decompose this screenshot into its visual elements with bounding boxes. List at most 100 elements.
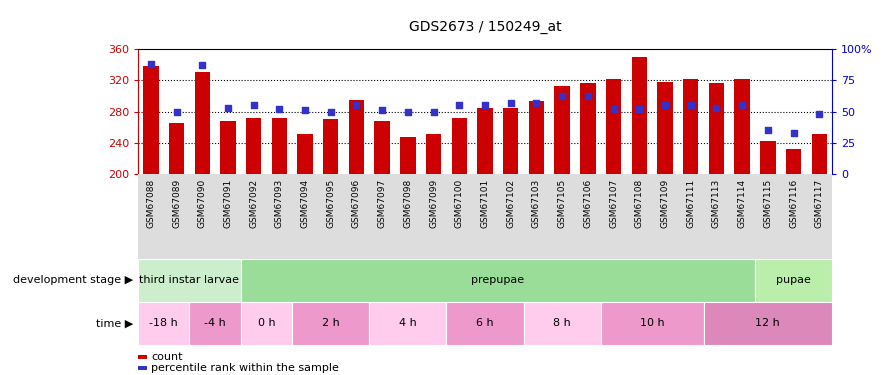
Point: [504, 100, 518, 106]
Bar: [658, 82, 673, 174]
Bar: [606, 79, 621, 174]
Bar: [138, 259, 241, 302]
Point: [169, 109, 183, 115]
Bar: [169, 123, 184, 174]
Bar: [529, 101, 544, 174]
Text: GSM67113: GSM67113: [712, 178, 721, 228]
Point: [684, 102, 698, 108]
Text: GSM67117: GSM67117: [814, 178, 824, 228]
Bar: [704, 302, 832, 345]
Text: -18 h: -18 h: [150, 318, 178, 328]
Text: GSM67096: GSM67096: [352, 178, 361, 228]
Text: percentile rank within the sample: percentile rank within the sample: [151, 363, 339, 373]
Bar: [760, 141, 775, 174]
Text: GSM67103: GSM67103: [532, 178, 541, 228]
Point: [143, 61, 158, 67]
Bar: [297, 134, 312, 174]
Text: GSM67109: GSM67109: [660, 178, 669, 228]
Bar: [786, 149, 801, 174]
Point: [195, 62, 209, 68]
Text: GSM67108: GSM67108: [635, 178, 643, 228]
Text: GSM67116: GSM67116: [789, 178, 798, 228]
Point: [709, 105, 724, 111]
Point: [400, 109, 415, 115]
Text: GSM67094: GSM67094: [301, 178, 310, 228]
Point: [478, 102, 492, 108]
Text: GSM67092: GSM67092: [249, 178, 258, 228]
Bar: [554, 86, 570, 174]
Text: GSM67090: GSM67090: [198, 178, 206, 228]
Bar: [190, 302, 241, 345]
Bar: [580, 83, 595, 174]
Bar: [241, 259, 755, 302]
Text: -4 h: -4 h: [204, 318, 226, 328]
Bar: [755, 259, 832, 302]
Text: pupae: pupae: [776, 275, 811, 285]
Text: GSM67115: GSM67115: [764, 178, 773, 228]
Point: [350, 102, 364, 108]
Point: [632, 106, 646, 112]
Point: [658, 102, 672, 108]
Point: [426, 109, 441, 115]
Text: count: count: [151, 352, 182, 362]
Text: GSM67102: GSM67102: [506, 178, 515, 228]
Text: GSM67088: GSM67088: [146, 178, 156, 228]
Text: 6 h: 6 h: [476, 318, 494, 328]
Bar: [143, 66, 158, 174]
Point: [272, 106, 287, 112]
Point: [221, 105, 235, 111]
Bar: [503, 108, 519, 174]
Text: GSM67114: GSM67114: [738, 178, 747, 228]
Text: 0 h: 0 h: [258, 318, 275, 328]
Bar: [246, 118, 262, 174]
Text: third instar larvae: third instar larvae: [140, 275, 239, 285]
Text: development stage ▶: development stage ▶: [13, 275, 134, 285]
Bar: [292, 302, 369, 345]
Text: GSM67105: GSM67105: [558, 178, 567, 228]
Bar: [601, 302, 704, 345]
Point: [761, 128, 775, 134]
Point: [581, 93, 595, 99]
Text: GSM67089: GSM67089: [172, 178, 181, 228]
Text: GSM67111: GSM67111: [686, 178, 695, 228]
Point: [452, 102, 466, 108]
Text: time ▶: time ▶: [96, 318, 134, 328]
Text: prepupae: prepupae: [472, 275, 524, 285]
Bar: [323, 119, 338, 174]
Bar: [426, 134, 441, 174]
Bar: [812, 134, 827, 174]
Bar: [400, 138, 416, 174]
Bar: [375, 121, 390, 174]
Bar: [447, 302, 523, 345]
Text: GSM67107: GSM67107: [609, 178, 619, 228]
Point: [813, 111, 827, 117]
Text: GSM67098: GSM67098: [403, 178, 412, 228]
Point: [298, 107, 312, 113]
Point: [555, 93, 570, 99]
Point: [606, 106, 620, 112]
Text: GDS2673 / 150249_at: GDS2673 / 150249_at: [409, 20, 562, 34]
Bar: [451, 118, 467, 174]
Text: GSM67097: GSM67097: [377, 178, 387, 228]
Text: GSM67091: GSM67091: [223, 178, 232, 228]
Bar: [734, 79, 750, 174]
Bar: [683, 79, 699, 174]
Point: [787, 130, 801, 136]
Text: GSM67100: GSM67100: [455, 178, 464, 228]
Bar: [632, 57, 647, 174]
Point: [324, 109, 338, 115]
Text: 8 h: 8 h: [554, 318, 571, 328]
Text: GSM67099: GSM67099: [429, 178, 438, 228]
Text: GSM67106: GSM67106: [583, 178, 593, 228]
Point: [735, 102, 749, 108]
Bar: [349, 100, 364, 174]
Point: [247, 102, 261, 108]
Bar: [220, 121, 236, 174]
Bar: [477, 108, 493, 174]
Bar: [241, 302, 292, 345]
Text: 2 h: 2 h: [322, 318, 340, 328]
Text: 4 h: 4 h: [399, 318, 417, 328]
Point: [530, 100, 544, 106]
Bar: [138, 302, 190, 345]
Bar: [271, 118, 287, 174]
